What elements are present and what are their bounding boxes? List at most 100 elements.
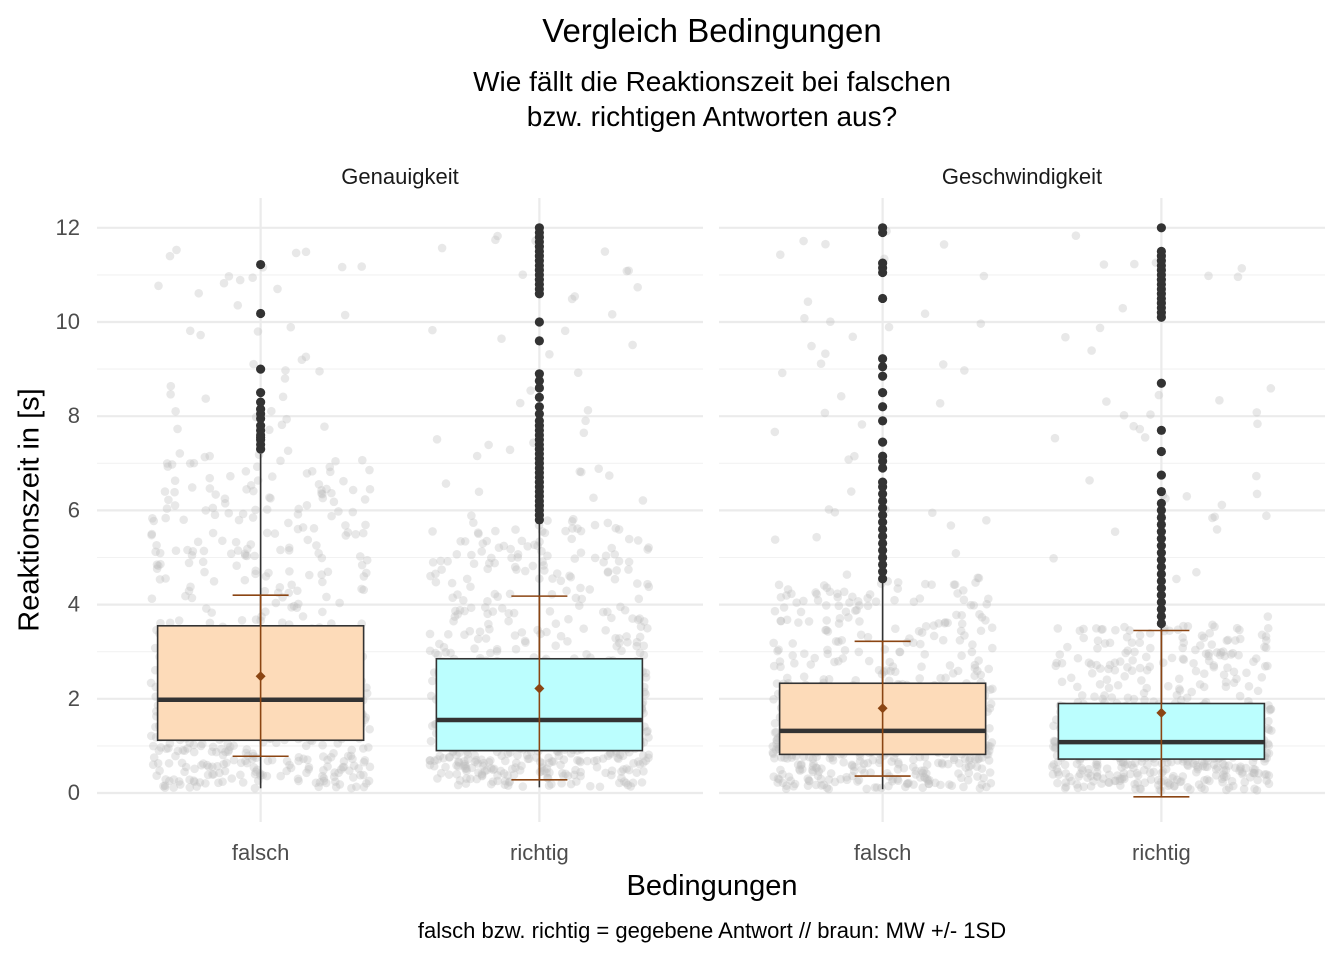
jitter-point xyxy=(1119,772,1128,782)
jitter-point xyxy=(183,545,192,555)
jitter-point xyxy=(984,746,994,756)
jitter-point xyxy=(830,777,840,787)
jitter-point xyxy=(823,627,833,636)
jitter-point xyxy=(287,580,296,590)
jitter-point xyxy=(1229,678,1239,688)
jitter-point xyxy=(828,755,838,765)
jitter-point xyxy=(808,765,817,775)
jitter-point xyxy=(343,528,353,537)
jitter-point xyxy=(1235,691,1245,701)
jitter-point xyxy=(282,414,291,424)
jitter-point xyxy=(240,575,250,585)
jitter-point xyxy=(982,515,991,525)
jitter-point xyxy=(635,759,645,769)
jitter-point xyxy=(872,783,882,792)
jitter-point xyxy=(436,768,446,778)
jitter-point xyxy=(816,774,826,784)
jitter-point xyxy=(497,751,506,761)
jitter-point xyxy=(185,459,195,468)
jitter-point xyxy=(965,753,975,763)
jitter-point xyxy=(305,570,314,580)
jitter-point xyxy=(441,479,451,488)
jitter-point xyxy=(576,548,586,557)
jitter-point xyxy=(488,765,498,775)
jitter-point xyxy=(165,618,175,628)
outlier-point xyxy=(256,259,266,270)
jitter-point xyxy=(229,741,238,751)
jitter-point xyxy=(304,765,313,774)
jitter-point xyxy=(347,783,356,793)
jitter-point xyxy=(284,546,294,555)
jitter-point xyxy=(598,754,608,763)
jitter-point xyxy=(209,769,218,779)
jitter-point xyxy=(1146,775,1156,784)
jitter-point xyxy=(1241,763,1251,773)
jitter-point xyxy=(1175,686,1185,695)
jitter-point xyxy=(1178,654,1188,664)
jitter-point xyxy=(624,266,633,275)
jitter-point xyxy=(452,769,462,779)
jitter-point xyxy=(293,774,303,784)
jitter-point xyxy=(844,613,853,622)
y-tick-label: 0 xyxy=(68,780,80,805)
jitter-point xyxy=(782,591,791,600)
jitter-point xyxy=(234,515,244,525)
jitter-point xyxy=(941,617,950,627)
jitter-point xyxy=(863,632,873,642)
jitter-point xyxy=(205,451,214,461)
jitter-point xyxy=(477,771,487,781)
jitter-point xyxy=(1146,643,1155,653)
jitter-point xyxy=(615,750,625,759)
jitter-point xyxy=(227,774,237,783)
jitter-point xyxy=(1248,768,1257,778)
jitter-point xyxy=(264,568,273,578)
jitter-point xyxy=(445,752,454,762)
jitter-point xyxy=(607,613,616,623)
jitter-point xyxy=(284,588,294,598)
jitter-point xyxy=(794,618,803,627)
jitter-point xyxy=(937,758,947,768)
jitter-point xyxy=(1095,679,1105,689)
jitter-point xyxy=(174,616,184,625)
jitter-point xyxy=(262,505,272,514)
jitter-point xyxy=(477,771,487,780)
jitter-point xyxy=(908,638,918,648)
outlier-point xyxy=(1156,618,1166,629)
jitter-point xyxy=(493,771,502,780)
outlier-point xyxy=(1156,378,1166,388)
jitter-point xyxy=(1136,784,1146,794)
jitter-point xyxy=(196,330,205,340)
jitter-point xyxy=(484,440,493,450)
jitter-point xyxy=(863,758,873,768)
jitter-point xyxy=(1100,639,1110,648)
jitter-point xyxy=(180,767,189,777)
jitter-point xyxy=(449,616,458,626)
jitter-point xyxy=(314,782,323,792)
jitter-point xyxy=(189,740,199,750)
jitter-point xyxy=(201,779,210,788)
jitter-point xyxy=(636,622,646,631)
jitter-point xyxy=(286,763,296,773)
jitter-point xyxy=(786,776,796,786)
jitter-point xyxy=(841,607,851,617)
jitter-point xyxy=(632,637,642,647)
jitter-point xyxy=(582,756,592,766)
jitter-point xyxy=(251,615,261,624)
jitter-point xyxy=(219,278,229,288)
chart-subtitle-line-2: bzw. richtigen Antworten aus? xyxy=(526,101,898,132)
jitter-point xyxy=(238,509,248,519)
jitter-point xyxy=(169,783,178,792)
jitter-point xyxy=(302,469,312,478)
jitter-point xyxy=(812,532,821,542)
jitter-point xyxy=(639,617,649,626)
jitter-point xyxy=(825,587,835,597)
jitter-point xyxy=(1084,764,1094,774)
jitter-point xyxy=(474,768,483,777)
jitter-point xyxy=(365,724,374,734)
jitter-point xyxy=(644,753,653,763)
jitter-point xyxy=(804,776,814,785)
jitter-point xyxy=(855,756,865,766)
jitter-point xyxy=(359,782,369,792)
jitter-point xyxy=(156,559,165,569)
jitter-point xyxy=(973,573,983,583)
